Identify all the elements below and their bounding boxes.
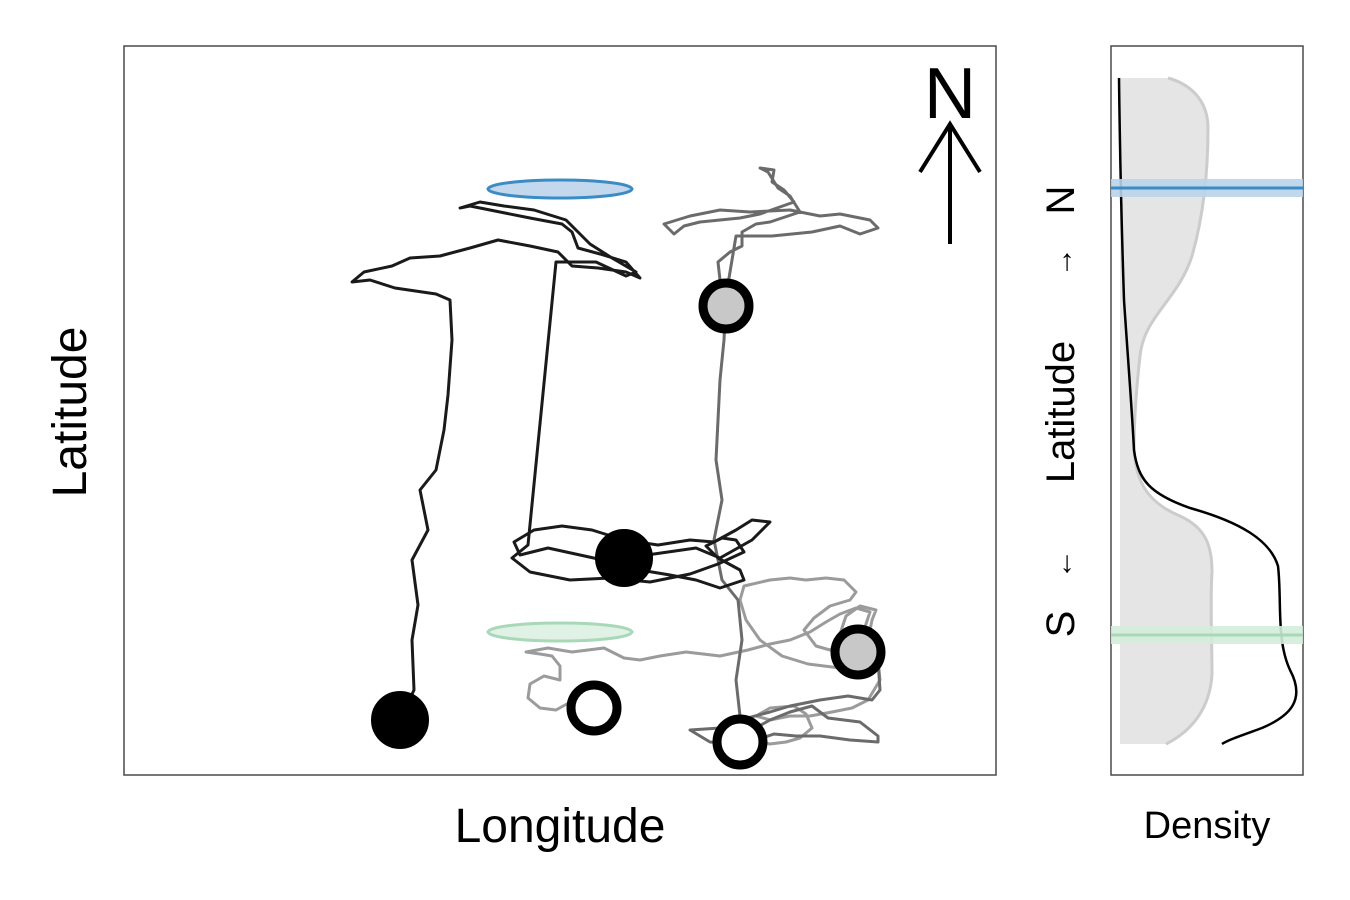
- density-line-black: [1117, 77, 1298, 746]
- density-y-label-north: N: [1039, 186, 1083, 215]
- north-arrow-label: N: [924, 54, 976, 134]
- track-1-end-marker: [595, 529, 653, 587]
- track-3-start-marker: [566, 680, 622, 736]
- density-y-label-arrow-right: →: [1046, 247, 1079, 277]
- map-panel: N Longitude Latitude: [44, 45, 997, 853]
- density-y-label-latitude: Latitude: [1039, 341, 1083, 483]
- track-line-3: [524, 576, 882, 746]
- density-y-axis-label: S ← Latitude → N: [1039, 186, 1083, 638]
- track-3-end-marker: [712, 714, 768, 770]
- track-markers: [371, 278, 886, 770]
- north-reference-ellipse: [486, 178, 634, 200]
- track-2-end-marker: [830, 624, 886, 680]
- density-y-label-south: S: [1039, 611, 1083, 638]
- map-y-axis-label: Latitude: [44, 327, 97, 498]
- density-panel: Density S ← Latitude → N: [1039, 45, 1304, 847]
- density-y-label-arrow-left: ←: [1046, 549, 1079, 579]
- track-line-1: [350, 200, 772, 721]
- density-x-axis-label: Density: [1144, 805, 1271, 847]
- north-arrow-icon: N: [918, 54, 982, 244]
- south-reference-ellipse: [486, 621, 634, 643]
- track-2-start-marker: [698, 278, 754, 334]
- density-area-gray: [1120, 78, 1212, 744]
- track-1-start-marker: [371, 691, 429, 749]
- map-x-axis-label: Longitude: [455, 800, 666, 853]
